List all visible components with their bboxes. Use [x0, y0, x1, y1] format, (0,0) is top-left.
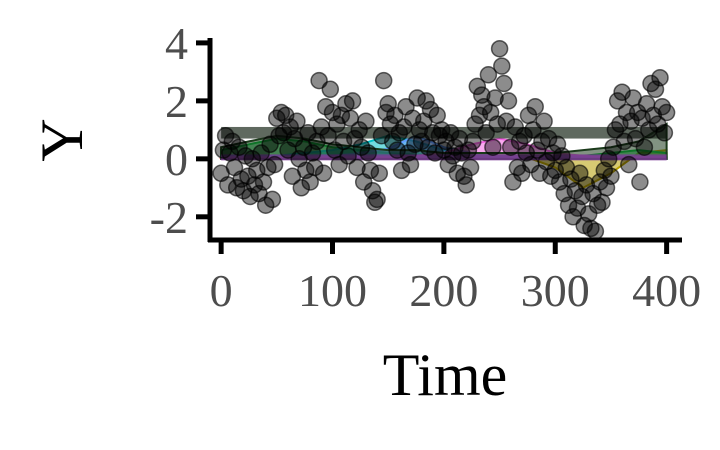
data-point [368, 190, 386, 209]
data-point [620, 155, 638, 174]
data-point [586, 222, 605, 241]
data-point [263, 190, 282, 209]
y-axis-title: Y [29, 118, 95, 161]
data-point [314, 164, 333, 183]
data-point [631, 173, 649, 191]
data-point [526, 97, 544, 116]
data-point [490, 39, 509, 58]
data-point [321, 80, 340, 99]
data-point [464, 132, 482, 151]
data-point [319, 126, 337, 145]
data-point [602, 167, 620, 185]
data-point [450, 129, 469, 148]
data-point [352, 138, 371, 156]
data-point [239, 167, 257, 185]
data-point [497, 112, 516, 130]
data-point [437, 132, 455, 151]
y-tick-label: 2 [165, 76, 188, 127]
data-point [513, 164, 531, 183]
data-point [593, 193, 611, 212]
data-point [292, 179, 311, 197]
data-point [366, 193, 384, 212]
scatter-points-layer [212, 39, 676, 241]
data-point [577, 176, 596, 194]
data-point [439, 155, 458, 174]
data-point [350, 121, 368, 139]
data-point [657, 103, 676, 122]
data-point [459, 141, 478, 159]
data-point [635, 138, 654, 156]
data-point [515, 126, 533, 145]
data-point [622, 112, 640, 130]
data-point [392, 161, 411, 180]
data-point [501, 138, 520, 156]
data-point [421, 100, 440, 119]
data-point [417, 92, 435, 110]
data-point [446, 138, 464, 156]
data-point [388, 141, 406, 159]
data-point [254, 173, 273, 191]
data-point [256, 196, 275, 214]
data-point [230, 138, 248, 156]
data-point [348, 158, 366, 177]
data-point [305, 158, 324, 177]
x-axis-title: Time [383, 342, 508, 408]
data-point [317, 97, 335, 116]
x-tick-label: 0 [210, 265, 233, 316]
data-point [479, 66, 498, 84]
x-tick-label: 300 [521, 265, 590, 316]
x-tick-label: 200 [409, 265, 478, 316]
y-ticks: -2 0 2 4 [150, 18, 210, 243]
data-point [428, 106, 446, 125]
data-point [457, 176, 475, 194]
data-point [265, 155, 284, 174]
band-upper-ribbon [221, 126, 667, 139]
x-ticks: 0 100 200 300 400 [210, 240, 701, 316]
data-point [401, 155, 420, 174]
data-point [535, 112, 553, 130]
data-point [357, 112, 375, 130]
data-point [655, 124, 674, 142]
data-point [468, 77, 487, 96]
x-tick-label: 400 [632, 265, 701, 316]
data-point [461, 158, 480, 177]
data-point [216, 126, 235, 145]
y-tick-label: 0 [165, 134, 188, 185]
data-point [484, 138, 502, 156]
data-point [339, 147, 357, 165]
data-point [359, 144, 377, 162]
data-point [648, 115, 667, 133]
data-point [495, 74, 513, 93]
y-tick-label: -2 [150, 192, 188, 243]
data-point [288, 112, 306, 130]
data-point [486, 89, 504, 107]
data-point [223, 132, 242, 151]
data-point [343, 92, 362, 110]
y-tick-label: 4 [165, 18, 188, 69]
data-point [499, 92, 518, 110]
data-point [374, 71, 393, 90]
data-point [493, 57, 511, 75]
data-point [651, 68, 669, 87]
data-point [370, 164, 389, 183]
x-tick-label: 100 [298, 265, 367, 316]
